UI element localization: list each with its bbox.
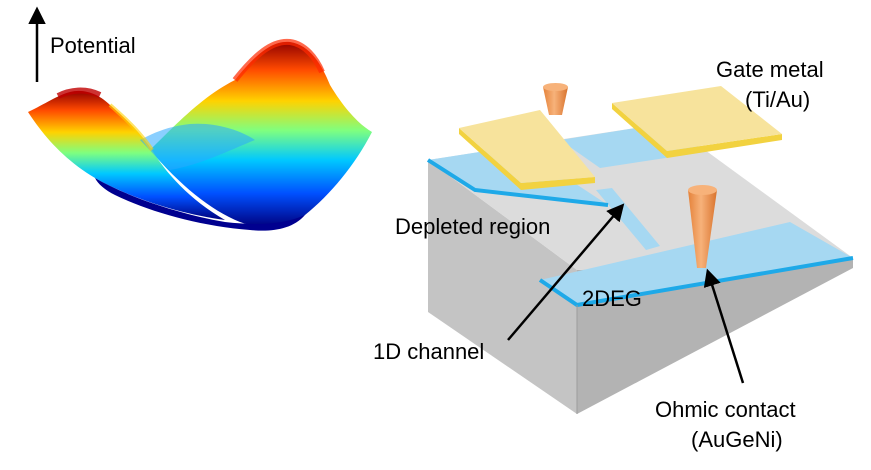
ohmic-contact-material-label: (AuGeNi) [691,427,783,452]
surface-left-ridge [28,90,225,220]
depleted-region-label: Depleted region [395,214,550,239]
ohmic-contact-label: Ohmic contact [655,397,796,422]
surface-saddle [140,123,255,170]
gate-metal-right-edge [612,103,782,158]
gate-metal-right [612,86,782,151]
gate-metal-label: Gate metal [716,57,824,82]
two-deg-label: 2DEG [582,286,642,311]
gate-metal-material-label: (Ti/Au) [745,87,810,112]
ohmic-contact-back [543,83,568,115]
potential-label: Potential [50,33,136,58]
gate-metal-left [459,110,595,183]
gate-metal-left-edge [459,128,595,190]
ohmic-contact-arrow [703,268,745,384]
one-d-channel-arrow [507,203,625,341]
substrate-left-face [428,160,577,414]
one-d-channel-label: 1D channel [373,339,484,364]
ohmic-contact-front [688,185,717,268]
surface-valley [95,178,305,231]
potential-surface [28,38,372,231]
device-structure [426,83,854,414]
substrate-front-face [577,258,853,414]
surface-right-ridge [150,41,372,227]
